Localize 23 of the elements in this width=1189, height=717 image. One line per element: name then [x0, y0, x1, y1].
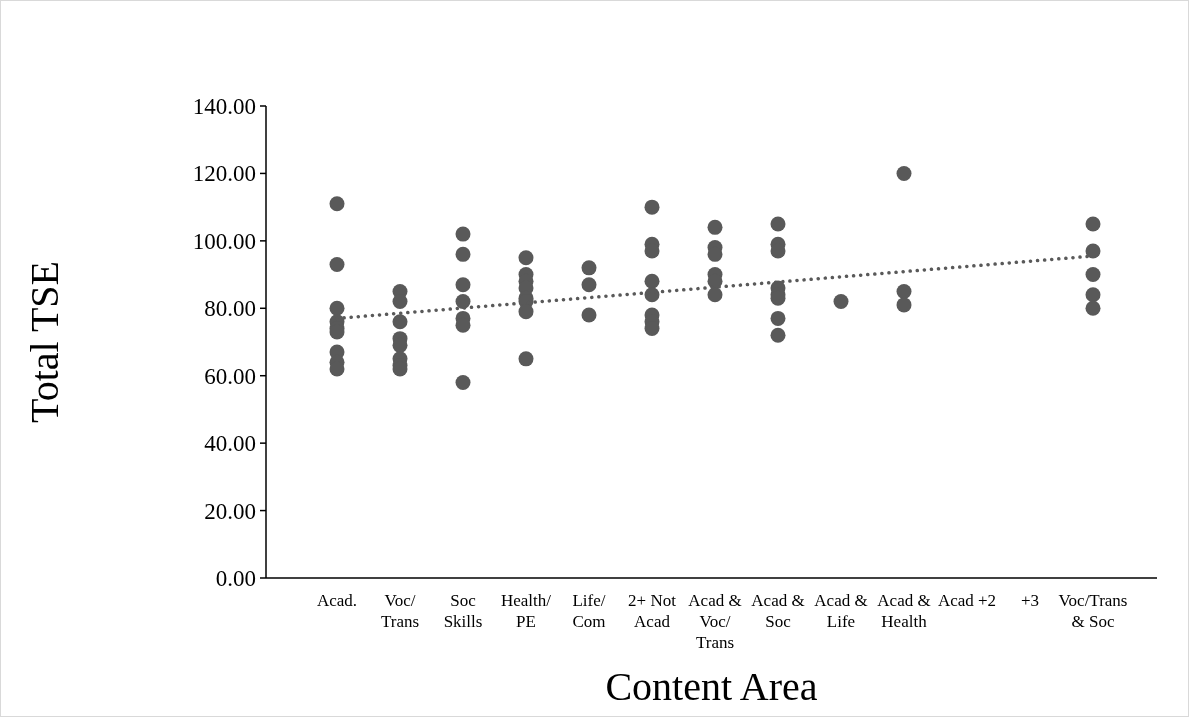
x-tick-label: Life/ Com: [572, 591, 606, 631]
x-tick-label: Soc Skills: [443, 591, 483, 631]
x-tick-label: +3: [1020, 591, 1040, 610]
y-tick-label: 0.00: [215, 566, 256, 592]
x-tick-label: Voc/ Trans: [380, 591, 420, 631]
y-tick-label: 100.00: [192, 228, 256, 254]
y-axis-title: Total TSE: [22, 260, 67, 424]
y-tick-label: 140.00: [192, 94, 256, 120]
x-tick-label: Acad +2: [937, 591, 997, 610]
y-tick-label: 40.00: [204, 431, 256, 457]
x-tick-label: Acad & Soc: [751, 591, 805, 631]
x-tick-label: Health/ PE: [500, 591, 552, 631]
y-tick-label: 120.00: [192, 161, 256, 187]
x-tick-label: Acad & Health: [877, 591, 931, 631]
x-tick-label: Acad.: [316, 591, 358, 610]
x-tick-label: Acad & Life: [814, 591, 868, 631]
x-tick-label: Voc/Trans & Soc: [1058, 591, 1128, 631]
x-tick-label: Acad & Voc/ Trans: [688, 591, 742, 652]
y-tick-label: 60.00: [204, 363, 256, 389]
y-tick-label: 20.00: [204, 498, 256, 524]
x-tick-label: 2+ Not Acad: [628, 591, 677, 631]
y-tick-label: 80.00: [204, 296, 256, 322]
x-axis-title: Content Area: [605, 664, 818, 709]
